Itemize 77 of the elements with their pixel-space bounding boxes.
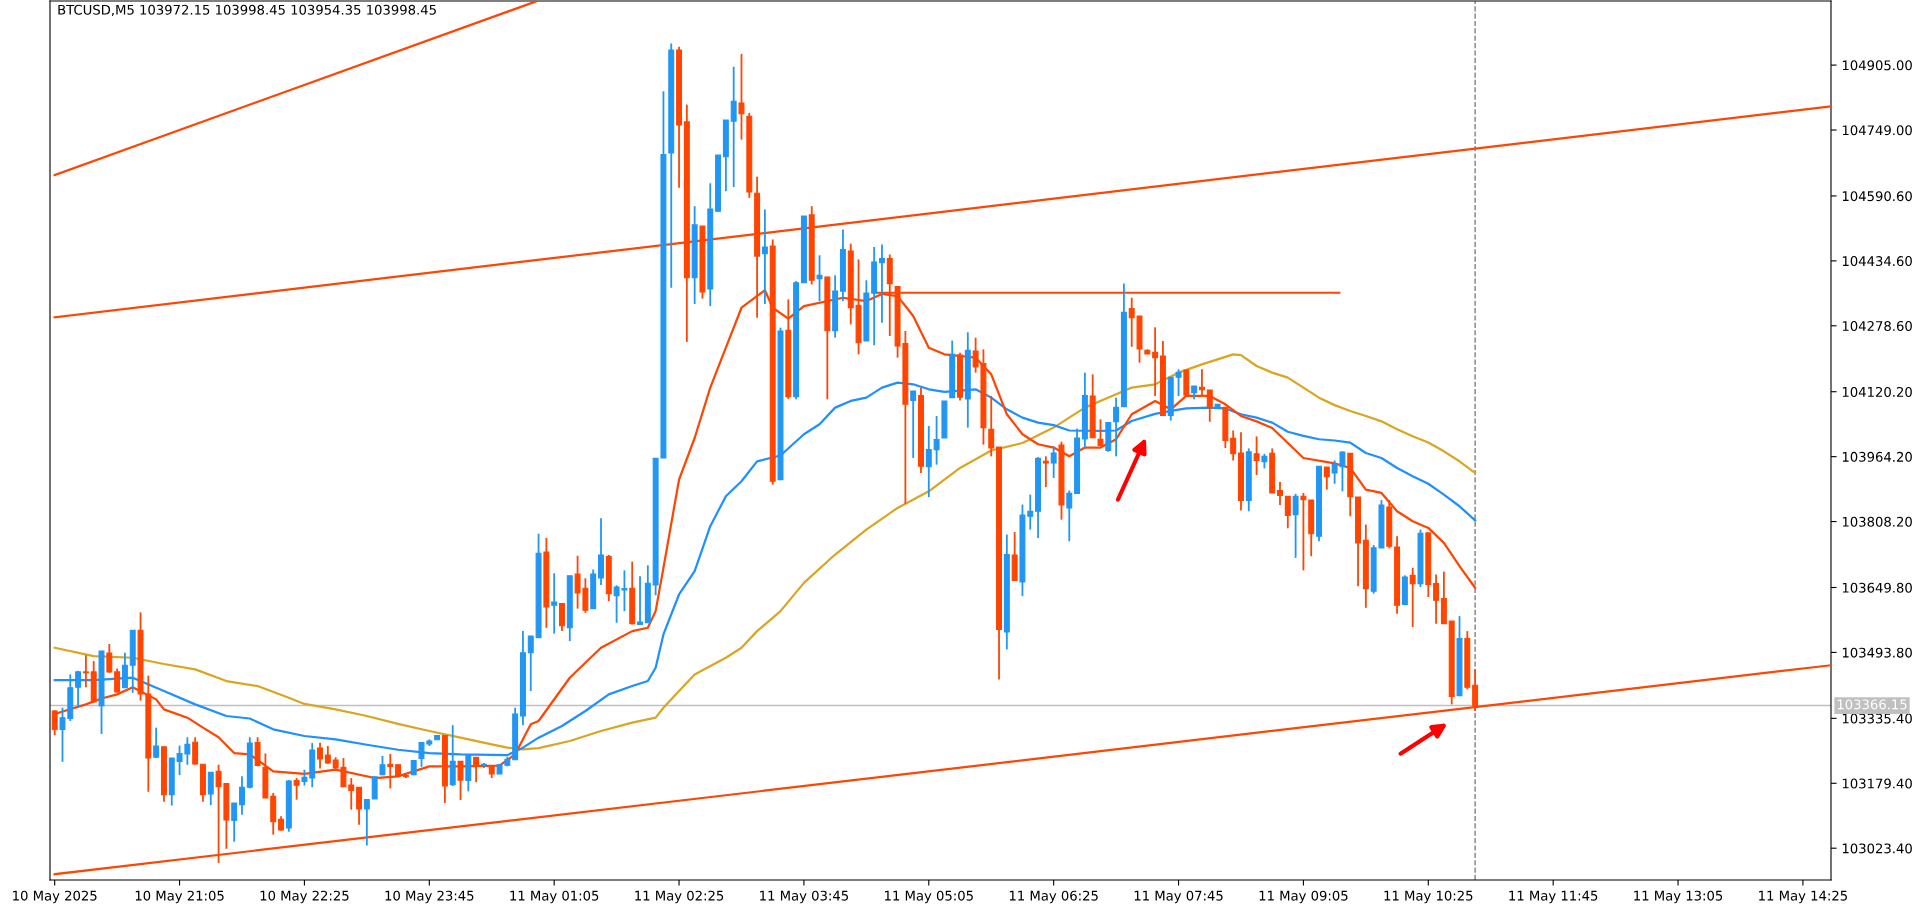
candlestick: [933, 415, 940, 466]
candlestick: [231, 802, 238, 843]
x-tick-label: 11 May 14:25: [1759, 890, 1847, 904]
x-tick-label: 11 May 05:05: [885, 890, 973, 904]
candlestick: [121, 651, 128, 689]
y-tick-label: 104120.20: [1842, 386, 1912, 397]
candlestick: [738, 52, 745, 141]
candlestick: [1050, 445, 1057, 479]
candlestick: [1066, 489, 1073, 543]
y-tick-label: 103179.40: [1842, 778, 1912, 789]
candlestick: [106, 643, 113, 674]
candlestick: [1472, 668, 1479, 712]
y-tick-label: 103335.40: [1842, 713, 1912, 724]
candlestick: [1323, 466, 1330, 491]
candlestick: [1230, 429, 1237, 462]
candlestick: [1152, 326, 1159, 397]
ref-line-label: 103366.15: [1837, 699, 1907, 710]
candlestick: [1097, 418, 1104, 447]
y-tick-label: 104905.00: [1842, 60, 1912, 71]
x-tick-label: 11 May 13:05: [1634, 890, 1723, 904]
candlestick: [82, 654, 89, 689]
x-tick-label: 10 May 22:25: [260, 890, 349, 904]
y-tick-label: 103808.20: [1842, 516, 1912, 527]
candlestick: [192, 736, 199, 766]
candlestick: [988, 395, 995, 458]
y-tick-label: 104749.00: [1842, 125, 1912, 136]
candlestick: [1284, 495, 1291, 530]
candlestick: [317, 741, 324, 770]
candlestick: [637, 575, 643, 626]
candlestick: [551, 572, 558, 635]
candlestick: [1198, 368, 1205, 397]
candlestick: [878, 243, 885, 324]
candlestick: [1206, 389, 1213, 423]
candlestick: [356, 786, 363, 826]
candlestick: [559, 602, 565, 633]
candlestick: [1042, 455, 1049, 489]
y-tick-label: 104590.60: [1842, 191, 1912, 202]
candlestick: [910, 390, 917, 459]
x-tick-label: 11 May 09:05: [1259, 890, 1348, 904]
candlestick: [1409, 566, 1416, 628]
x-tick-label: 11 May 03:45: [760, 890, 849, 904]
candlestick: [1300, 492, 1307, 572]
candlestick: [207, 771, 214, 806]
candlestick: [816, 254, 823, 302]
y-tick-label: 103964.20: [1842, 451, 1912, 462]
candlestick: [75, 669, 82, 709]
x-tick-label: 10 May 21:05: [135, 890, 224, 904]
candlestick: [1277, 481, 1283, 506]
candlestick: [114, 667, 121, 694]
x-tick-label: 11 May 07:45: [1134, 890, 1223, 904]
candlestick: [1433, 573, 1440, 625]
candlestick: [598, 517, 604, 586]
chart-title: BTCUSD,M5 103972.15 103998.45 103954.35 103998.45: [58, 4, 436, 17]
candlestick: [761, 208, 768, 305]
candlestick: [239, 775, 245, 816]
y-tick-label: 103023.40: [1842, 843, 1912, 854]
x-tick-label: 11 May 10:25: [1384, 890, 1473, 904]
x-tick-label: 11 May 01:05: [510, 890, 599, 904]
candlestick: [1253, 435, 1260, 476]
x-tick-label: 11 May 06:25: [1009, 890, 1098, 904]
candlestick: [293, 777, 300, 801]
candlestick: [371, 775, 378, 800]
y-tick-label: 104434.60: [1842, 256, 1912, 267]
x-tick-label: 11 May 11:45: [1509, 890, 1598, 904]
y-tick-label: 104278.60: [1842, 321, 1912, 331]
candlestick: [730, 65, 737, 188]
x-tick-label: 11 May 02:25: [635, 890, 724, 904]
candlestick: [1113, 396, 1120, 458]
x-tick-label: 10 May 23:45: [385, 890, 474, 904]
candlestick: [1292, 492, 1299, 559]
x-tick-label: 10 May 2025: [13, 890, 97, 904]
candlestick: [363, 798, 370, 847]
y-tick-label: 103649.80: [1842, 582, 1912, 593]
candlestick: [254, 736, 261, 768]
candlestick: [153, 726, 160, 759]
y-tick-label: 103493.80: [1842, 647, 1912, 658]
candlestick: [925, 425, 932, 499]
